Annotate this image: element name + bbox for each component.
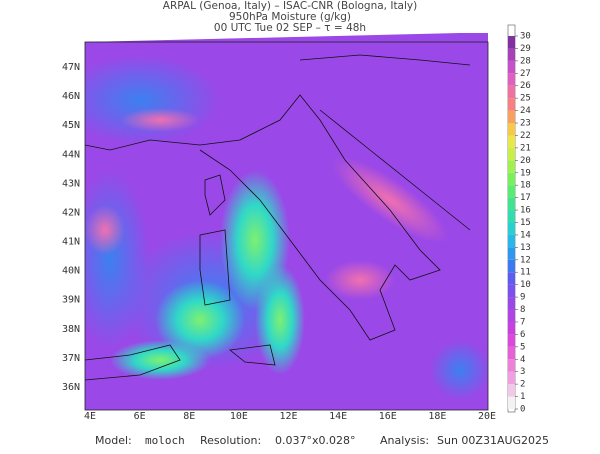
colorbar-label: 22 [520,131,531,141]
colorbar-label: 15 [520,218,531,228]
lon-label: 18E [428,411,446,422]
colorbar-swatch [508,110,515,124]
colorbar-swatch [508,98,515,111]
colorbar-swatch [508,48,515,61]
footer-value: Sun 00Z31AUG2025 [437,434,549,447]
colorbar-label: 23 [520,119,531,129]
footer-label: Resolution: [200,434,261,447]
colorbar-label: 30 [520,32,531,42]
colorbar-label: 24 [520,106,531,116]
lat-label: 44N [62,149,80,160]
colorbar-label: 5 [520,342,525,352]
lat-label: 40N [62,266,80,277]
colorbar-label: 28 [520,56,531,66]
colorbar-label: 2 [520,380,525,390]
colorbar-label: 8 [520,305,525,315]
title-line: ARPAL (Genoa, Italy) – ISAC-CNR (Bologna… [163,0,417,12]
colorbar-swatch [508,222,515,235]
colorbar-swatch [508,85,515,99]
lat-label: 41N [62,237,80,248]
lon-label: 6E [134,411,146,422]
colorbar-swatch [508,321,515,335]
colorbar-label: 12 [520,255,531,265]
colorbar-swatch [508,297,515,310]
colorbar-swatch [508,284,515,298]
colorbar-swatch [508,60,515,74]
colorbar-label: 21 [520,143,531,153]
colorbar-swatch [508,160,515,173]
colorbar-swatch [508,334,515,347]
colorbar-label: 10 [520,280,531,290]
colorbar-swatch [508,135,515,148]
footer-label: Model: [95,434,132,447]
lon-label: 16E [379,411,397,422]
colorbar-label: 18 [520,181,531,191]
colorbar-swatch [508,247,515,260]
colorbar-label: 14 [520,230,531,240]
colorbar-swatch [508,272,515,285]
colorbar-label: 4 [520,355,525,365]
colorbar-swatch [508,346,515,360]
colorbar-swatch [508,259,515,273]
lon-label: 14E [329,411,347,422]
colorbar-swatch [508,359,515,372]
moisture-field [85,33,488,410]
colorbar-swatch [508,371,515,385]
colorbar-label: 11 [520,268,531,278]
colorbar-label: 20 [520,156,531,166]
colorbar-label: 13 [520,243,531,253]
lat-label: 46N [62,91,80,102]
colorbar-label: 19 [520,168,531,178]
colorbar-swatch [508,396,515,409]
lon-label: 4E [84,411,96,422]
colorbar-swatch [508,210,515,223]
lat-label: 43N [62,178,80,189]
colorbar-swatch [508,309,515,322]
lon-label: 12E [279,411,297,422]
colorbar-label: 25 [520,94,531,104]
lat-label: 47N [62,62,80,73]
lon-label: 20E [478,411,496,422]
colorbar-label: 6 [520,330,525,340]
footer-label: Analysis: [380,434,429,447]
title-line: 950hPa Moisture (g/kg) [229,11,351,23]
title-line: 00 UTC Tue 02 SEP – τ = 48h [214,22,366,34]
colorbar-swatch [508,197,515,211]
colorbar-label: 16 [520,206,531,216]
colorbar-label: 0 [520,405,525,415]
lat-label: 37N [62,353,80,364]
footer-value: 0.037°x0.028° [275,434,356,447]
colorbar-swatch [508,36,515,49]
colorbar-swatch [508,185,515,198]
lat-label: 38N [62,324,80,335]
lat-label: 42N [62,207,80,218]
colorbar-label: 9 [520,293,525,303]
colorbar-label: 26 [520,81,531,91]
colorbar-swatch [508,123,515,136]
colorbar-label: 27 [520,69,531,79]
lat-label: 45N [62,120,80,131]
lat-label: 39N [62,295,80,306]
colorbar-swatch [508,73,515,86]
colorbar-swatch [508,147,515,161]
colorbar-swatch [508,172,515,186]
map-frame [84,41,489,411]
colorbar-label: 1 [520,392,525,402]
colorbar-label: 29 [520,44,531,54]
lon-label: 10E [230,411,248,422]
lon-label: 8E [183,411,195,422]
footer-value: moloch [145,434,185,447]
lat-label: 36N [62,382,80,393]
colorbar-label: 17 [520,193,531,203]
colorbar-swatch [508,384,515,397]
colorbar-label: 7 [520,317,525,327]
colorbar-swatch [508,234,515,248]
colorbar-label: 3 [520,367,525,377]
